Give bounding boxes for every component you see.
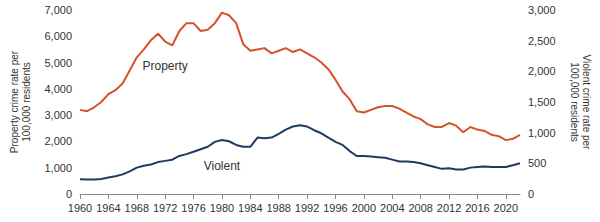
svg-text:1980: 1980 — [210, 202, 234, 214]
svg-text:1996: 1996 — [323, 202, 347, 214]
svg-text:2,500: 2,500 — [528, 35, 556, 47]
svg-text:1988: 1988 — [266, 202, 290, 214]
svg-text:5,000: 5,000 — [44, 57, 72, 69]
svg-text:0: 0 — [528, 188, 534, 200]
svg-text:0: 0 — [66, 188, 72, 200]
svg-text:1,000: 1,000 — [528, 127, 556, 139]
svg-text:3,000: 3,000 — [528, 4, 556, 16]
svg-text:2020: 2020 — [494, 202, 518, 214]
svg-text:2000: 2000 — [352, 202, 376, 214]
svg-text:7,000: 7,000 — [44, 4, 72, 16]
svg-text:2016: 2016 — [465, 202, 489, 214]
svg-text:4,000: 4,000 — [44, 83, 72, 95]
svg-text:1964: 1964 — [96, 202, 120, 214]
svg-text:2012: 2012 — [437, 202, 461, 214]
svg-text:Violent: Violent — [204, 159, 241, 173]
svg-text:1976: 1976 — [181, 202, 205, 214]
svg-text:2,000: 2,000 — [528, 65, 556, 77]
svg-text:1968: 1968 — [125, 202, 149, 214]
svg-text:2004: 2004 — [380, 202, 404, 214]
svg-text:Violent crime rate per: Violent crime rate per — [581, 55, 592, 151]
svg-text:Property crime rate per: Property crime rate per — [9, 50, 20, 153]
svg-text:2008: 2008 — [408, 202, 432, 214]
svg-text:Property: Property — [142, 59, 187, 73]
svg-text:2,000: 2,000 — [44, 135, 72, 147]
svg-text:1,500: 1,500 — [528, 96, 556, 108]
svg-text:1,000: 1,000 — [44, 162, 72, 174]
svg-text:1960: 1960 — [68, 202, 92, 214]
svg-text:6,000: 6,000 — [44, 30, 72, 42]
svg-text:1992: 1992 — [295, 202, 319, 214]
svg-text:3,000: 3,000 — [44, 109, 72, 121]
svg-text:1984: 1984 — [238, 202, 262, 214]
svg-text:100,000 residents: 100,000 residents — [21, 62, 32, 142]
svg-text:100,000 residents: 100,000 residents — [569, 62, 580, 142]
svg-text:1972: 1972 — [153, 202, 177, 214]
svg-text:500: 500 — [528, 157, 546, 169]
